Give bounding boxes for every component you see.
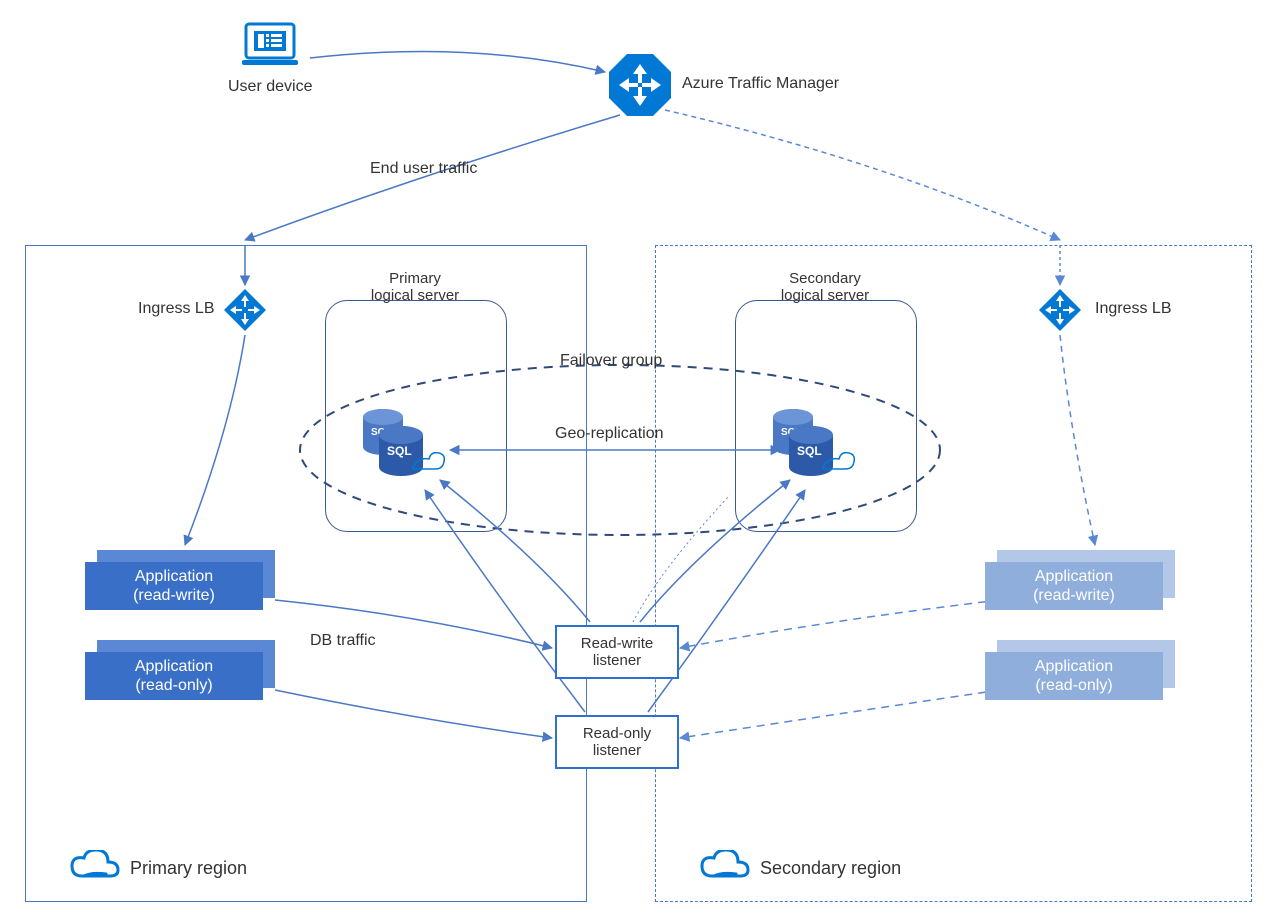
secondary-sql-icon: SQL SQL bbox=[765, 405, 855, 495]
app-ro-right-l2: (read-only) bbox=[1035, 676, 1112, 695]
primary-region-title: Primary region bbox=[130, 858, 247, 879]
traffic-manager-icon bbox=[605, 50, 675, 125]
app-ro-left-l1: Application bbox=[135, 657, 213, 676]
ingress-lb-left-label: Ingress LB bbox=[138, 300, 214, 318]
edge-user-to-tm bbox=[310, 52, 605, 72]
edge-tm-to-right bbox=[665, 110, 1060, 240]
secondary-region-title: Secondary region bbox=[760, 858, 901, 879]
svg-text:SQL: SQL bbox=[797, 444, 822, 458]
db-traffic-label: DB traffic bbox=[310, 632, 376, 650]
ingress-lb-left-icon bbox=[222, 287, 268, 338]
app-rw-right: Application (read-write) bbox=[985, 550, 1175, 610]
app-ro-left: Application (read-only) bbox=[85, 640, 275, 700]
read-only-listener-box: Read-onlylistener bbox=[555, 715, 679, 769]
secondary-server-label: Secondary logical server bbox=[781, 270, 869, 305]
secondary-region-cloud-icon bbox=[700, 850, 750, 889]
primary-server-label: Primary logical server bbox=[371, 270, 459, 305]
secondary-server-line1: Secondary bbox=[789, 270, 861, 287]
ingress-lb-right-icon bbox=[1037, 287, 1083, 338]
secondary-server-line2: logical server bbox=[781, 287, 869, 304]
failover-group-label: Failover group bbox=[560, 352, 662, 370]
app-ro-left-l2: (read-only) bbox=[135, 676, 212, 695]
ro-listener-text: Read-onlylistener bbox=[583, 725, 651, 760]
end-user-traffic-label: End user traffic bbox=[370, 160, 477, 178]
app-ro-right-l1: Application bbox=[1035, 657, 1113, 676]
app-ro-right: Application (read-only) bbox=[985, 640, 1175, 700]
primary-region-cloud-icon bbox=[70, 850, 120, 889]
architecture-diagram: User device Azure Traffic Manager End us… bbox=[0, 0, 1271, 914]
geo-replication-label: Geo-replication bbox=[555, 425, 664, 443]
primary-server-line1: Primary bbox=[389, 270, 441, 287]
app-rw-left: Application (read-write) bbox=[85, 550, 275, 610]
read-write-listener-box: Read-writelistener bbox=[555, 625, 679, 679]
app-rw-right-l1: Application bbox=[1035, 567, 1113, 586]
primary-sql-icon: SQL SQL bbox=[355, 405, 445, 495]
user-device-icon bbox=[240, 20, 300, 77]
app-rw-left-l1: Application bbox=[135, 567, 213, 586]
rw-listener-text: Read-writelistener bbox=[581, 635, 654, 670]
svg-text:SQL: SQL bbox=[387, 444, 412, 458]
ingress-lb-right-label: Ingress LB bbox=[1095, 300, 1171, 318]
app-rw-left-l2: (read-write) bbox=[133, 586, 215, 605]
app-rw-right-l2: (read-write) bbox=[1033, 586, 1115, 605]
user-device-label: User device bbox=[228, 78, 312, 96]
traffic-manager-label: Azure Traffic Manager bbox=[682, 75, 839, 93]
primary-server-line2: logical server bbox=[371, 287, 459, 304]
